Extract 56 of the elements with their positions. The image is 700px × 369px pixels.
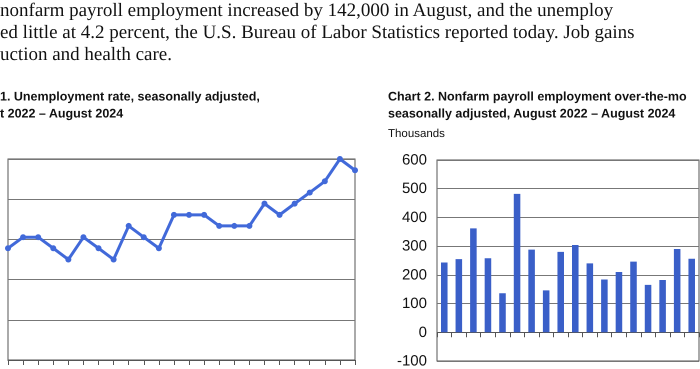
- bar: [456, 259, 462, 332]
- bar: [441, 262, 448, 332]
- point: [352, 167, 358, 174]
- bar: [572, 244, 579, 332]
- chart-title: Chart 2. Nonfarm payroll employment over-the-mo seasonally adjusted, August 2022 – August 2024: [388, 90, 688, 120]
- point: [35, 234, 42, 240]
- chart-title: 1. Unemployment rate, seasonally adjusted, t 2022 – August 2024: [0, 90, 260, 120]
- text: ed little at 4.2 percent, the U.S. Bureau of Labor Statistics reported today. Job gains: [0, 22, 635, 44]
- y-tick-label: 600: [402, 152, 427, 168]
- bar: [586, 263, 594, 332]
- y-tick-label: 500: [402, 180, 427, 198]
- bar: [470, 228, 477, 332]
- point: [216, 222, 222, 229]
- point: [170, 212, 177, 218]
- bar: [616, 272, 622, 332]
- bar: [514, 194, 520, 332]
- point: [261, 200, 268, 207]
- point: [96, 245, 102, 252]
- point: [322, 178, 328, 184]
- bar: [557, 252, 564, 332]
- y-tick-label: 100: [402, 295, 427, 312]
- point: [50, 245, 56, 252]
- y-axis-title: Thousands: [388, 128, 446, 140]
- point: [110, 256, 117, 262]
- point: [306, 190, 313, 196]
- point: [126, 222, 132, 229]
- bar: [528, 250, 535, 332]
- text: nonfarm payroll employment increased by 142,000 in August, and the unemploy: [0, 0, 614, 22]
- bar: [542, 290, 550, 332]
- point: [276, 212, 283, 218]
- y-tick-label: 200: [402, 266, 427, 284]
- point: [201, 212, 208, 218]
- point: [140, 234, 147, 240]
- y-tick-label: 300: [402, 238, 427, 255]
- bar: [499, 293, 506, 332]
- bar: [601, 279, 608, 332]
- text: uction and health care.: [0, 44, 173, 66]
- bar: [484, 258, 492, 332]
- point: [292, 200, 298, 207]
- point: [156, 245, 162, 252]
- point: [5, 245, 11, 252]
- point: [65, 256, 72, 262]
- bar: [644, 284, 652, 332]
- point: [246, 222, 252, 229]
- point: [80, 234, 86, 240]
- bar: [674, 249, 680, 332]
- bar: [630, 262, 637, 332]
- y-tick-label: 0: [418, 324, 427, 341]
- bar: [688, 258, 695, 332]
- bar: [659, 280, 666, 332]
- point: [20, 234, 26, 240]
- point: [336, 156, 343, 162]
- y-tick-label: -100: [396, 352, 427, 369]
- point: [231, 222, 238, 229]
- y-tick-label: 400: [402, 208, 427, 226]
- point: [186, 212, 192, 218]
